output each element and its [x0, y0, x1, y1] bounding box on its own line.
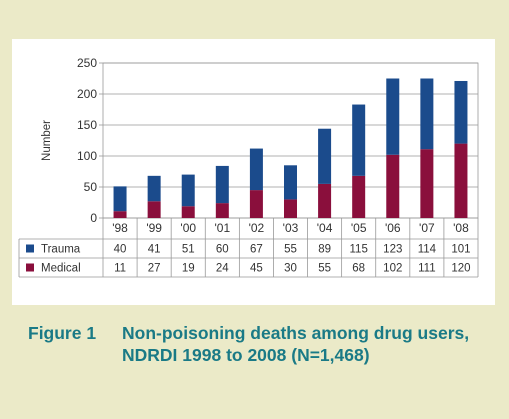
x-tick-label: '99 — [146, 221, 162, 235]
x-tick-label: '98 — [112, 221, 128, 235]
figure-label: Figure 1 — [28, 323, 97, 343]
data-label-trauma: 115 — [350, 244, 368, 256]
data-label-trauma: 60 — [216, 244, 229, 256]
data-label-trauma: 123 — [383, 244, 402, 256]
figure-caption: Figure 1 Non-poisoning deaths among drug… — [28, 322, 498, 366]
bar-trauma — [147, 175, 161, 202]
bar-medical — [352, 175, 366, 218]
y-tick-label: 100 — [77, 149, 97, 163]
y-tick-label: 0 — [90, 211, 97, 225]
x-tick-label: '02 — [249, 221, 265, 235]
bar-trauma — [420, 78, 434, 150]
legend-label-medical: Medical — [41, 263, 81, 275]
data-label-medical: 19 — [182, 263, 195, 275]
data-label-medical: 27 — [148, 263, 161, 275]
bar-medical — [215, 203, 229, 218]
data-label-trauma: 55 — [284, 244, 297, 256]
bar-medical — [249, 190, 263, 218]
data-label-medical: 102 — [383, 263, 402, 275]
bar-trauma — [454, 80, 468, 144]
data-label-medical: 120 — [451, 263, 470, 275]
bar-medical — [284, 199, 297, 218]
data-label-medical: 11 — [114, 263, 126, 275]
bar-medical — [420, 149, 434, 218]
x-tick-label: '06 — [385, 221, 401, 235]
data-label-trauma: 114 — [418, 244, 437, 256]
y-tick-label: 250 — [77, 56, 97, 70]
bar-trauma — [284, 165, 297, 200]
bar-medical — [113, 211, 127, 218]
data-label-medical: 45 — [250, 263, 263, 275]
x-tick-label: '03 — [283, 221, 299, 235]
bar-trauma — [215, 165, 229, 204]
x-tick-label: '01 — [214, 221, 230, 235]
data-label-trauma: 89 — [318, 244, 331, 256]
y-tick-label: 200 — [77, 87, 97, 101]
bar-trauma — [249, 148, 263, 191]
bar-trauma — [318, 128, 332, 184]
x-tick-label: '00 — [180, 221, 196, 235]
data-label-medical: 68 — [352, 263, 365, 275]
legend-swatch-medical — [26, 263, 34, 272]
legend-swatch-trauma — [26, 244, 34, 253]
chart-panel: 0 50 100 150 200 250 Number '98 '99 '00 '01 '02 '03 '… — [12, 39, 495, 305]
data-label-trauma: 40 — [114, 244, 127, 256]
stacked-bar-chart: 0 50 100 150 200 250 Number '98 '99 '00 '01 '02 '03 '… — [18, 56, 479, 278]
x-tick-label: '07 — [419, 221, 435, 235]
figure-title: Non-poisoning deaths among drug users, N… — [122, 323, 470, 365]
bar-medical — [181, 206, 195, 218]
data-label-trauma: 101 — [451, 244, 470, 256]
bar-trauma — [113, 186, 127, 212]
data-label-trauma: 51 — [182, 244, 195, 256]
bar-medical — [454, 143, 468, 218]
legend-label-trauma: Trauma — [41, 244, 81, 256]
data-label-trauma: 67 — [250, 244, 263, 256]
bar-trauma — [386, 78, 400, 155]
data-label-trauma: 41 — [148, 244, 161, 256]
data-label-medical: 24 — [216, 263, 229, 275]
y-tick-label: 50 — [84, 180, 98, 194]
data-label-medical: 55 — [318, 263, 331, 275]
y-axis-label: Number — [41, 120, 53, 161]
y-tick-label: 150 — [77, 118, 97, 132]
x-tick-label: '04 — [317, 221, 333, 235]
x-tick-label: '08 — [453, 221, 469, 235]
bar-medical — [318, 183, 332, 218]
bar-trauma — [352, 104, 366, 176]
bar-medical — [147, 201, 161, 218]
bar-medical — [386, 154, 400, 218]
data-label-medical: 111 — [418, 263, 435, 275]
x-tick-label: '05 — [351, 221, 367, 235]
data-label-medical: 30 — [284, 263, 297, 275]
bar-trauma — [181, 174, 195, 207]
